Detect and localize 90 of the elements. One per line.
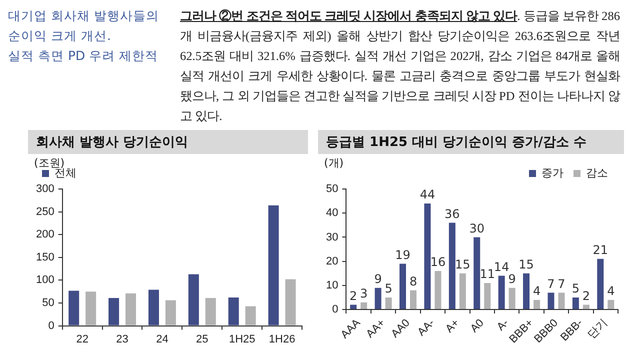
y-tick-label: 20 [326,255,338,268]
bar [360,302,368,310]
bar [165,300,176,326]
x-tick-label: 25 [196,333,208,345]
bar [108,298,120,326]
bar [228,298,239,326]
bar [424,203,431,310]
x-tick-label: A0 [468,317,486,336]
data-label: 15 [455,258,470,272]
data-label: 7 [547,276,555,291]
bar [597,258,604,310]
y-tick-label: 0 [332,304,338,316]
data-label: 16 [430,255,446,270]
data-label: 8 [409,274,418,288]
bar [374,288,382,310]
data-label: 44 [420,188,436,202]
data-label: 4 [532,284,541,298]
bar [148,290,159,326]
bar [484,283,491,310]
bar [268,205,279,326]
y-tick-label: 10 [326,279,338,292]
data-label: 3 [360,286,368,300]
data-label: 11 [480,267,496,282]
data-label: 9 [374,272,382,286]
data-label: 30 [469,221,485,236]
bar [188,274,199,326]
data-label: 36 [444,206,460,221]
y-tick-label: 150 [36,251,54,264]
x-tick-label: 단기 [586,317,610,342]
bar [448,222,456,310]
bar [434,270,442,310]
y-axis-title: (조원) [34,156,65,170]
y-tick-label: 50 [326,183,338,196]
x-tick-label: A- [494,316,512,334]
x-tick-label: AA+ [364,317,388,340]
bar [410,290,417,310]
bar [548,292,554,310]
bar [459,273,466,310]
bar [205,298,216,326]
data-label: 21 [592,243,608,258]
legend-label: 전체 [54,168,76,180]
x-tick-label: 23 [116,333,128,345]
y-tick-label: 30 [326,231,338,244]
y-tick-label: 50 [42,297,54,310]
data-label: 2 [582,288,590,303]
bar [498,276,505,310]
data-label: 7 [558,276,566,291]
bar [523,273,530,310]
y-tick-label: 40 [326,207,338,220]
text: 그러나 ②번 조건은 적어도 크레딧 시장에서 충족되지 않고 있다 [180,9,518,23]
legend-label: 증가 [542,168,564,180]
y-tick-label: 100 [36,274,54,286]
data-label: 14 [494,260,510,274]
x-tick-label: 24 [156,333,168,345]
text: 대기업 회사채 발행사들의 순이익 크게 개선. 실적 측면 PD 우려 제한적 [8,7,160,65]
x-tick-label: AA- [416,316,438,338]
bar [245,306,256,326]
y-tick-label: 250 [36,206,54,218]
bar [86,292,96,326]
bar [399,264,406,310]
data-label: 15 [518,258,534,272]
bar [125,293,136,326]
y-tick-label: 300 [36,183,54,196]
data-label: 5 [572,282,580,296]
bar [350,304,357,310]
chart-title: 등급별 1H25 대비 당기순이익 증가/감소 수 [318,130,624,154]
y-tick-label: 200 [36,228,54,241]
y-tick-label: 0 [48,320,54,332]
bar [474,237,480,310]
bar [285,279,296,326]
data-label: 4 [607,284,615,298]
x-tick-label: 1H25 [228,333,256,345]
bar [534,300,540,310]
chart-title: 회사채 발행사 당기순이익 [28,130,308,154]
x-tick-label: 22 [76,333,88,345]
bar [68,290,80,326]
bar [608,300,614,310]
x-tick-label: A+ [443,317,462,336]
bar [572,298,579,310]
data-label: 5 [384,282,392,296]
bar [558,292,565,310]
bar [582,304,590,310]
bar [508,288,516,310]
y-axis-title: (개) [324,156,344,170]
data-label: 2 [350,288,358,303]
data-label: 9 [508,272,516,286]
x-tick-label: 1H26 [268,333,296,345]
legend-label: 감소 [586,168,608,180]
data-label: 19 [395,248,410,262]
bar [385,298,392,310]
